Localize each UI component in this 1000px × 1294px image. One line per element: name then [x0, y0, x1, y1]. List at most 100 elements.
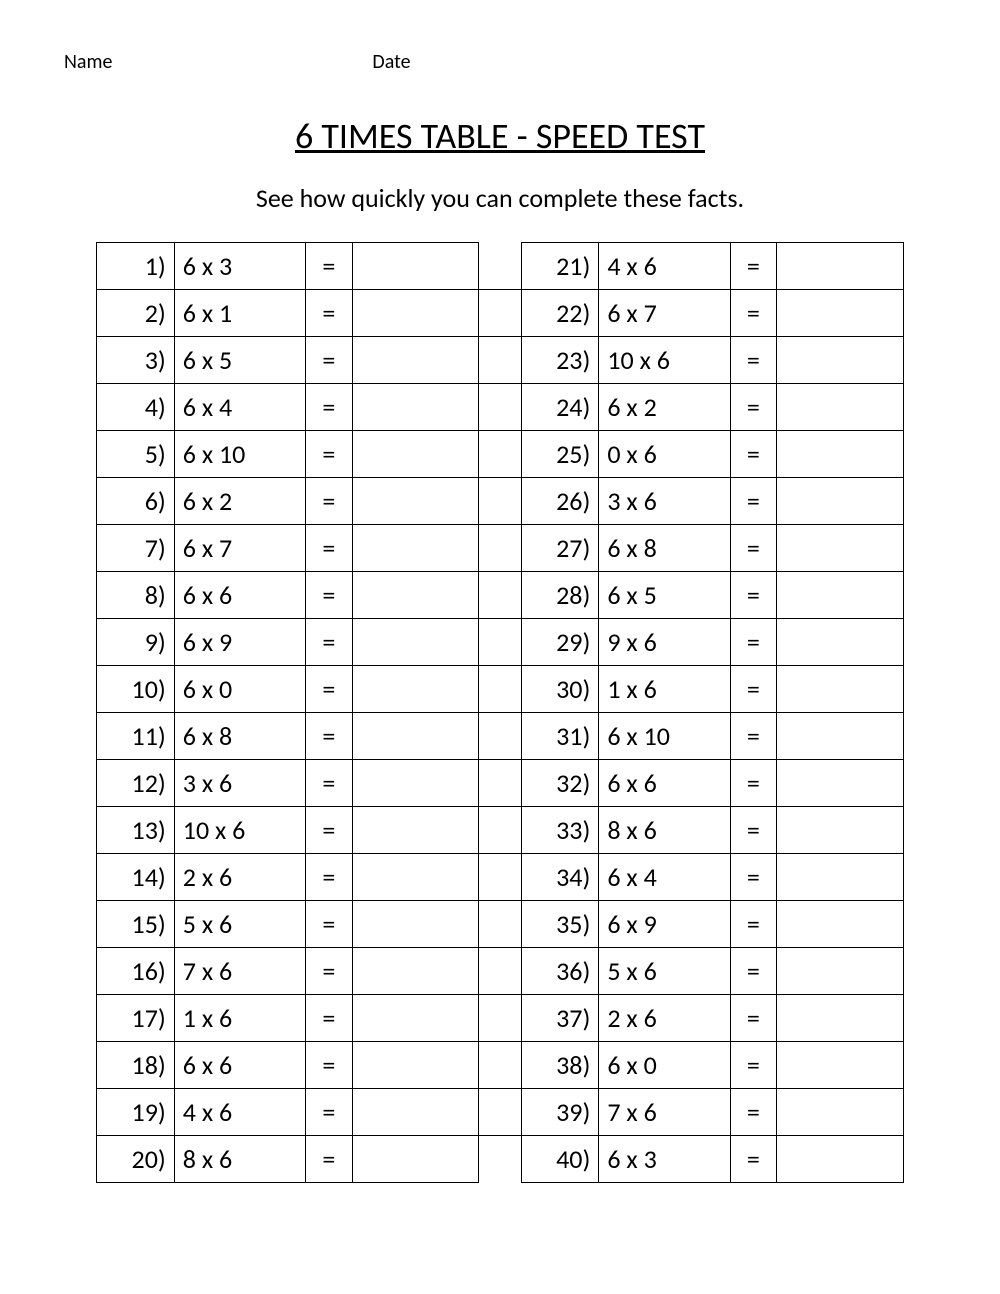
- table-row: 8)6 x 6=28)6 x 5=: [97, 572, 904, 619]
- problem-expression: 4 x 6: [599, 243, 730, 290]
- answer-blank[interactable]: [352, 666, 479, 713]
- equals-sign: =: [305, 337, 352, 384]
- problem-number: 2): [97, 290, 175, 337]
- equals-sign: =: [730, 384, 777, 431]
- equals-sign: =: [305, 666, 352, 713]
- answer-blank[interactable]: [352, 572, 479, 619]
- problem-number: 14): [97, 854, 175, 901]
- answer-blank[interactable]: [777, 525, 904, 572]
- answer-blank[interactable]: [777, 1042, 904, 1089]
- equals-sign: =: [730, 854, 777, 901]
- answer-blank[interactable]: [777, 1136, 904, 1183]
- table-row: 18)6 x 6=38)6 x 0=: [97, 1042, 904, 1089]
- problem-number: 32): [521, 760, 599, 807]
- table-row: 4)6 x 4=24)6 x 2=: [97, 384, 904, 431]
- equals-sign: =: [305, 807, 352, 854]
- answer-blank[interactable]: [777, 713, 904, 760]
- problem-expression: 5 x 6: [174, 901, 305, 948]
- problem-expression: 2 x 6: [174, 854, 305, 901]
- equals-sign: =: [305, 619, 352, 666]
- column-gap: [479, 1136, 521, 1183]
- problem-number: 7): [97, 525, 175, 572]
- equals-sign: =: [730, 525, 777, 572]
- answer-blank[interactable]: [352, 901, 479, 948]
- answer-blank[interactable]: [352, 713, 479, 760]
- answer-blank[interactable]: [777, 431, 904, 478]
- equals-sign: =: [730, 666, 777, 713]
- problem-expression: 2 x 6: [599, 995, 730, 1042]
- answer-blank[interactable]: [352, 1089, 479, 1136]
- answer-blank[interactable]: [777, 995, 904, 1042]
- answer-blank[interactable]: [352, 807, 479, 854]
- column-gap: [479, 243, 521, 290]
- problem-expression: 6 x 5: [599, 572, 730, 619]
- column-gap: [479, 1042, 521, 1089]
- answer-blank[interactable]: [777, 760, 904, 807]
- name-label: Name: [64, 50, 112, 74]
- problem-number: 16): [97, 948, 175, 995]
- problem-expression: 1 x 6: [599, 666, 730, 713]
- table-row: 1)6 x 3=21)4 x 6=: [97, 243, 904, 290]
- answer-blank[interactable]: [777, 854, 904, 901]
- answer-blank[interactable]: [777, 478, 904, 525]
- problem-number: 36): [521, 948, 599, 995]
- equals-sign: =: [305, 713, 352, 760]
- answer-blank[interactable]: [352, 948, 479, 995]
- answer-blank[interactable]: [352, 760, 479, 807]
- problem-number: 5): [97, 431, 175, 478]
- problem-expression: 6 x 9: [174, 619, 305, 666]
- equals-sign: =: [305, 901, 352, 948]
- problem-number: 26): [521, 478, 599, 525]
- answer-blank[interactable]: [352, 384, 479, 431]
- answer-blank[interactable]: [352, 619, 479, 666]
- problem-number: 35): [521, 901, 599, 948]
- problem-expression: 3 x 6: [174, 760, 305, 807]
- equals-sign: =: [730, 243, 777, 290]
- problem-number: 8): [97, 572, 175, 619]
- answer-blank[interactable]: [777, 1089, 904, 1136]
- problem-number: 33): [521, 807, 599, 854]
- answer-blank[interactable]: [777, 243, 904, 290]
- answer-blank[interactable]: [777, 948, 904, 995]
- problem-number: 31): [521, 713, 599, 760]
- column-gap: [479, 525, 521, 572]
- problem-number: 37): [521, 995, 599, 1042]
- answer-blank[interactable]: [352, 243, 479, 290]
- answer-blank[interactable]: [777, 572, 904, 619]
- answer-blank[interactable]: [352, 431, 479, 478]
- equals-sign: =: [305, 243, 352, 290]
- equals-sign: =: [305, 572, 352, 619]
- problem-expression: 5 x 6: [599, 948, 730, 995]
- column-gap: [479, 760, 521, 807]
- answer-blank[interactable]: [352, 337, 479, 384]
- table-row: 7)6 x 7=27)6 x 8=: [97, 525, 904, 572]
- equals-sign: =: [305, 525, 352, 572]
- problem-expression: 8 x 6: [174, 1136, 305, 1183]
- answer-blank[interactable]: [777, 666, 904, 713]
- table-row: 19)4 x 6=39)7 x 6=: [97, 1089, 904, 1136]
- answer-blank[interactable]: [352, 1136, 479, 1183]
- problem-expression: 10 x 6: [174, 807, 305, 854]
- answer-blank[interactable]: [777, 384, 904, 431]
- answer-blank[interactable]: [352, 854, 479, 901]
- equals-sign: =: [305, 760, 352, 807]
- answer-blank[interactable]: [352, 290, 479, 337]
- answer-blank[interactable]: [777, 901, 904, 948]
- table-row: 14)2 x 6=34)6 x 4=: [97, 854, 904, 901]
- problem-expression: 1 x 6: [174, 995, 305, 1042]
- equals-sign: =: [730, 995, 777, 1042]
- answer-blank[interactable]: [777, 619, 904, 666]
- answer-blank[interactable]: [352, 1042, 479, 1089]
- column-gap: [479, 619, 521, 666]
- equals-sign: =: [305, 431, 352, 478]
- worksheet-page: Name Date 6 TIMES TABLE - SPEED TEST See…: [0, 0, 1000, 1183]
- answer-blank[interactable]: [352, 995, 479, 1042]
- page-subtitle: See how quickly you can complete these f…: [60, 182, 940, 214]
- answer-blank[interactable]: [777, 290, 904, 337]
- answer-blank[interactable]: [777, 337, 904, 384]
- column-gap: [479, 666, 521, 713]
- answer-blank[interactable]: [352, 478, 479, 525]
- answer-blank[interactable]: [777, 807, 904, 854]
- answer-blank[interactable]: [352, 525, 479, 572]
- equals-sign: =: [305, 384, 352, 431]
